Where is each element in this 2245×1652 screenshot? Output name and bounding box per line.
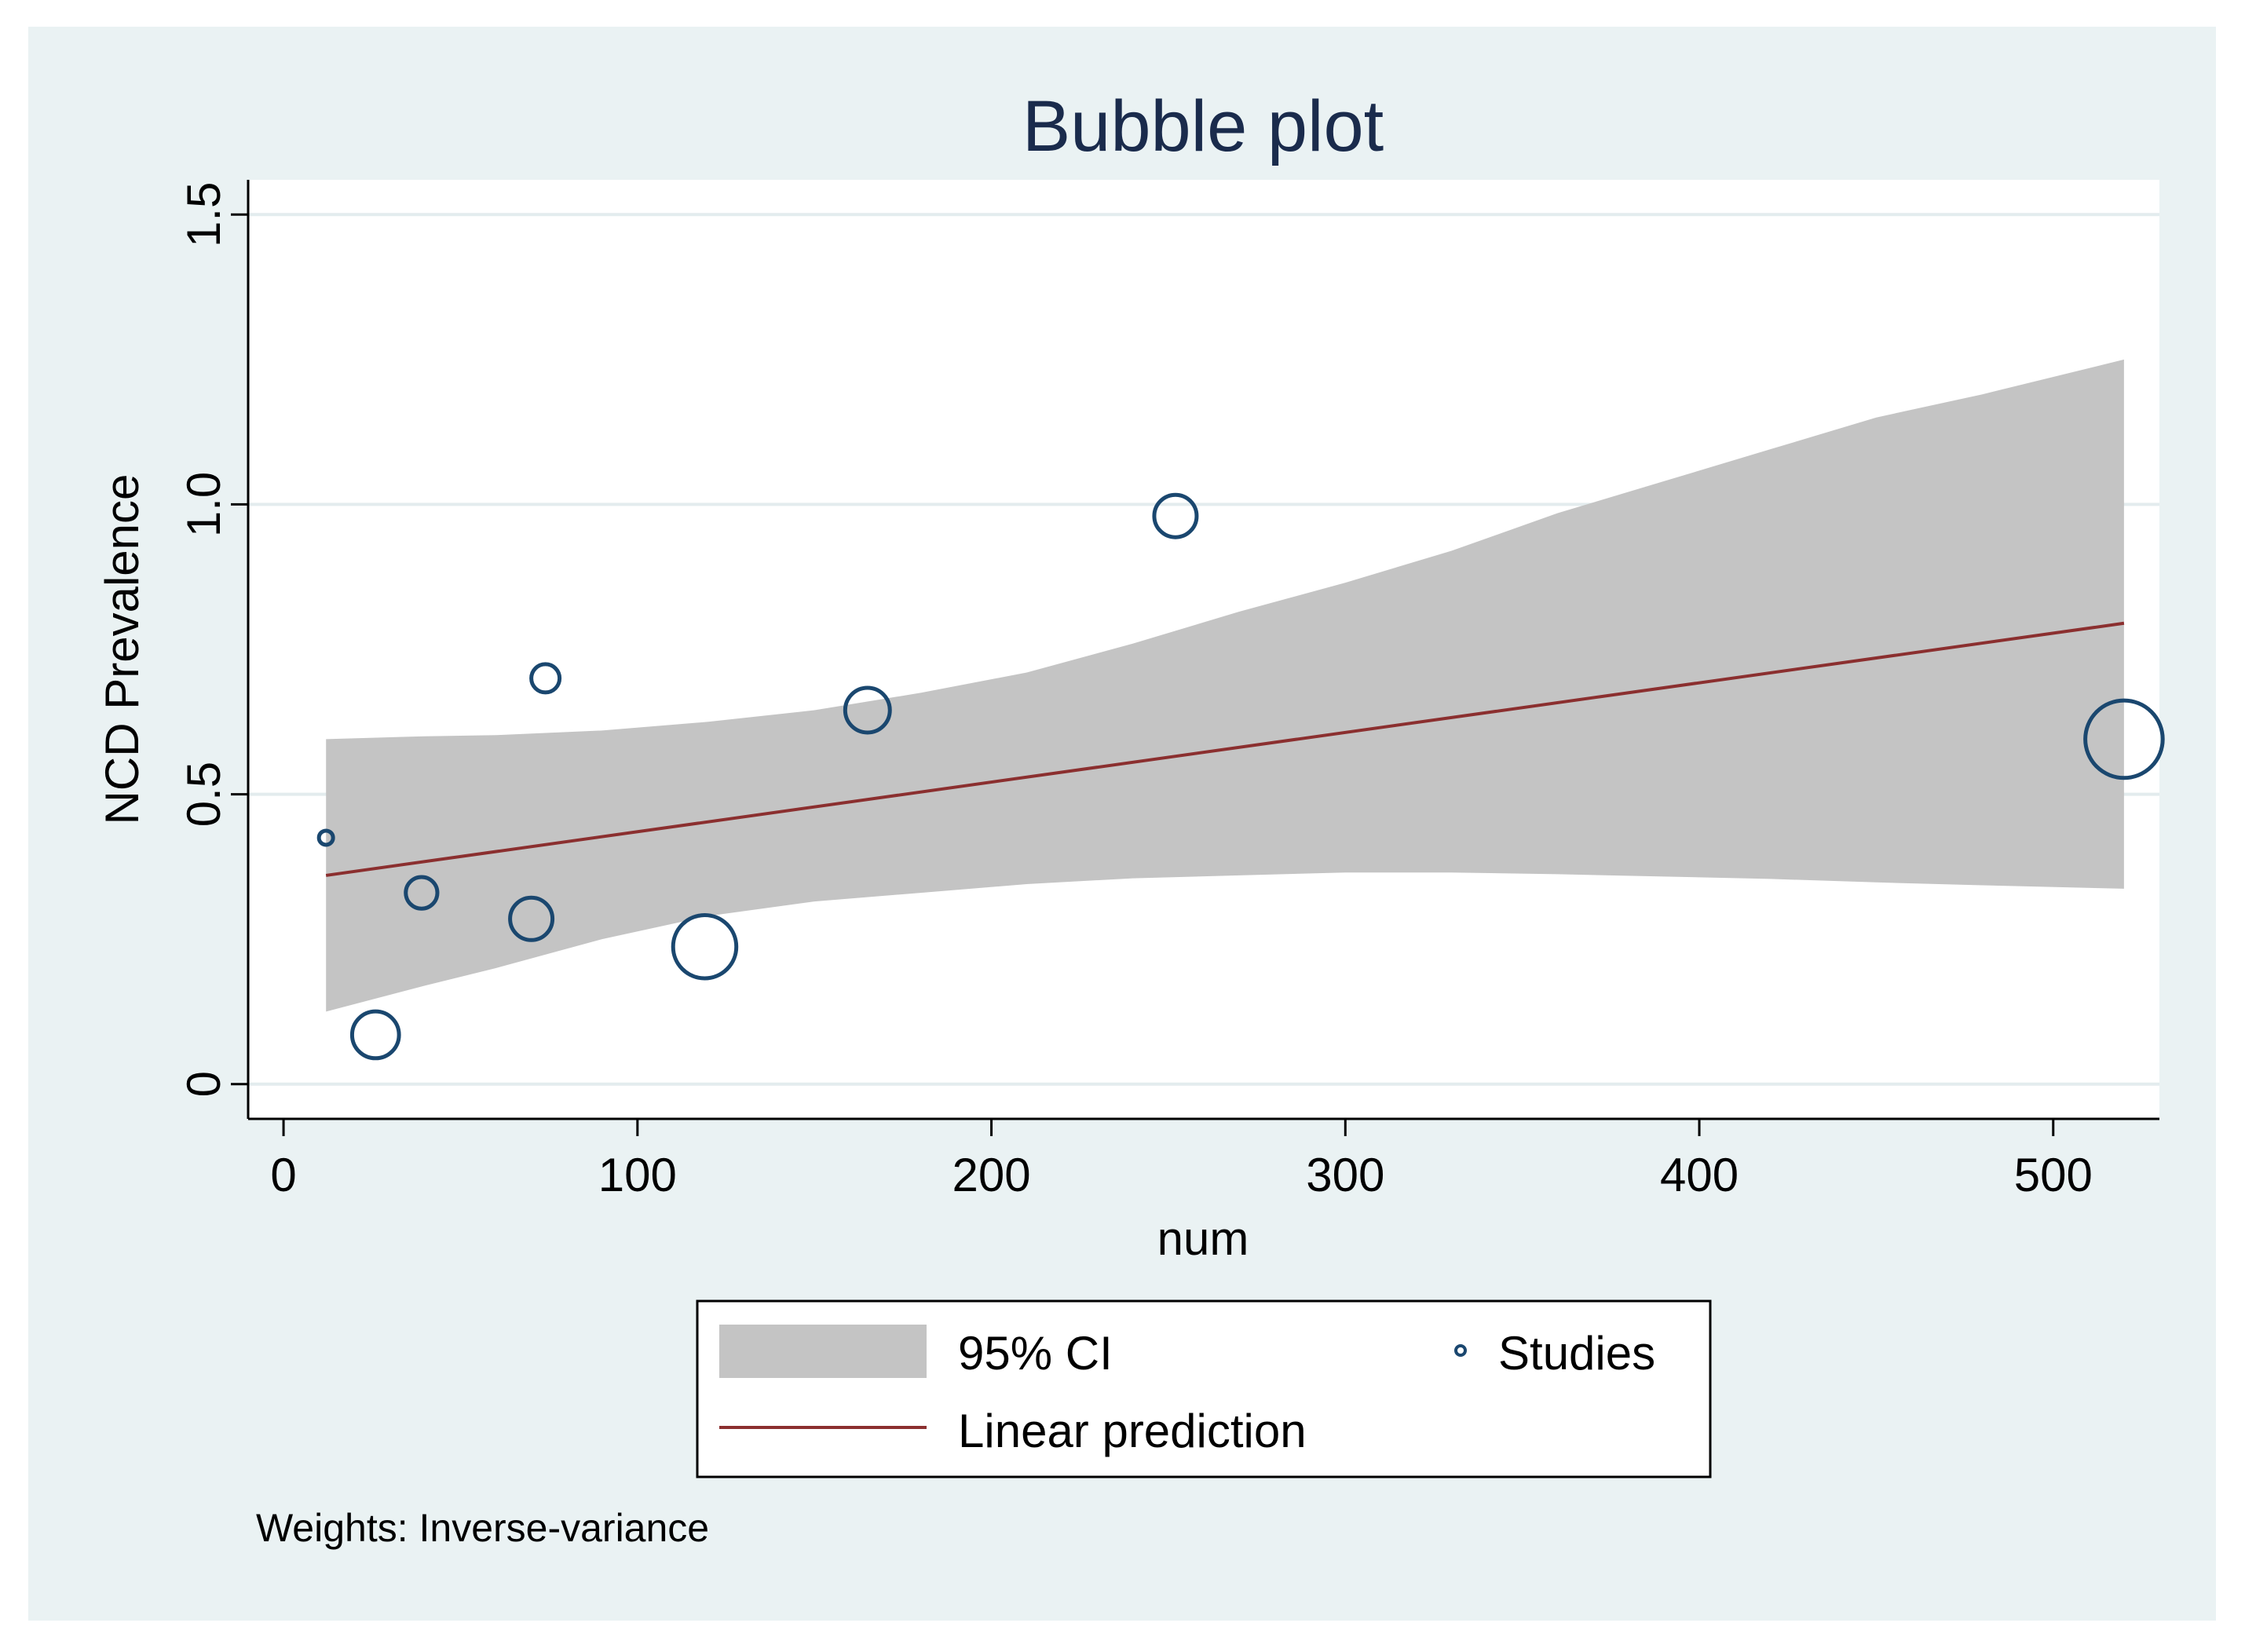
y-tick-label: 1.0 — [177, 472, 230, 537]
study-point — [404, 875, 440, 911]
weights-footnote: Weights: Inverse-variance — [256, 1506, 709, 1550]
x-tick-label: 100 — [598, 1149, 677, 1201]
study-point — [316, 828, 335, 847]
x-axis-label: num — [1157, 1212, 1249, 1265]
y-tick-label: 0 — [177, 1071, 230, 1097]
x-tick-label: 200 — [952, 1149, 1031, 1201]
x-tick-label: 300 — [1306, 1149, 1384, 1201]
legend-studies-label: Studies — [1498, 1327, 1655, 1380]
y-tick-label: 0.5 — [177, 762, 230, 827]
legend-ci-swatch — [719, 1325, 927, 1378]
x-tick-label: 400 — [1660, 1149, 1739, 1201]
y-axis-label: NCD Prevalence — [96, 474, 148, 825]
axes: 0 0.5 1.0 1.5 0 100 200 300 400 500 — [177, 180, 2159, 1201]
linear-prediction-line — [325, 621, 2125, 877]
study-point — [843, 685, 892, 735]
study-point — [349, 1009, 401, 1061]
study-point — [508, 895, 555, 942]
study-point — [2083, 698, 2165, 780]
legend-line-label: Linear prediction — [958, 1405, 1307, 1457]
study-points-layer — [316, 492, 2165, 1061]
x-tick-label: 500 — [2014, 1149, 2093, 1201]
prediction-line-layer — [325, 621, 2125, 877]
x-tick-label: 0 — [270, 1149, 296, 1201]
legend: 95% CI Studies Linear prediction — [696, 1299, 1712, 1478]
study-point — [671, 912, 739, 981]
ci-band-layer — [326, 359, 2124, 1012]
legend-ci-label: 95% CI — [958, 1327, 1113, 1380]
study-point — [1152, 492, 1199, 539]
study-point — [529, 662, 562, 695]
legend-studies-marker — [1454, 1344, 1467, 1357]
chart-title: Bubble plot — [1022, 86, 1384, 166]
ci-band — [326, 359, 2124, 1012]
y-tick-label: 1.5 — [177, 182, 230, 247]
